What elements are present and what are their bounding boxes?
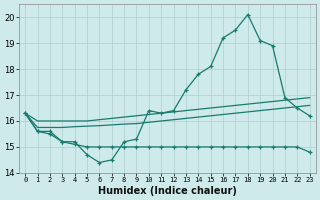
X-axis label: Humidex (Indice chaleur): Humidex (Indice chaleur) xyxy=(98,186,237,196)
